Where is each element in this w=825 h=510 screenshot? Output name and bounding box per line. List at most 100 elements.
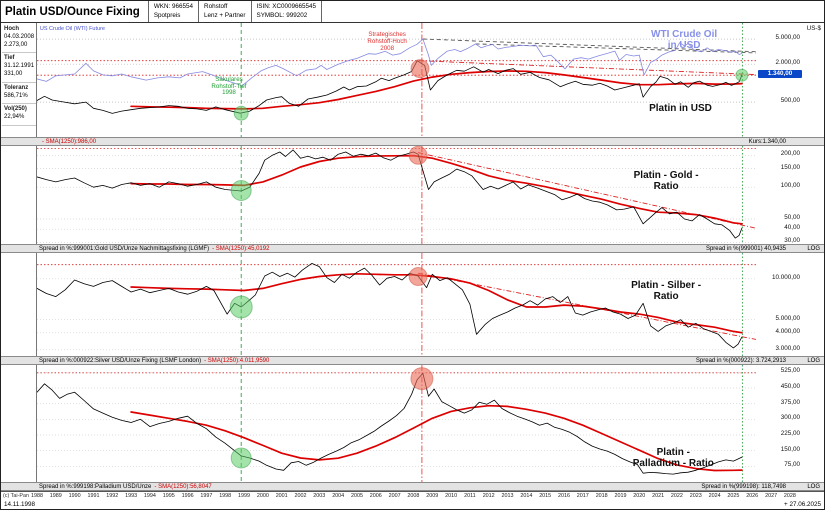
header-cell-isin: ISIN: XC0009665545 SYMBOL: 999202: [252, 1, 323, 22]
left-gutter: [1, 146, 37, 244]
year-tick-label: 2004: [332, 493, 345, 499]
marker-circle-green: [230, 447, 252, 469]
quote-type: Spotpreis: [153, 12, 181, 19]
spread-value-label: Spread in %(999001) 40,9435: [705, 245, 786, 252]
symbol-value: SYMBOL: 999202: [256, 12, 308, 19]
header: Platin USD/Ounce Fixing WKN: 966554 Spot…: [1, 1, 824, 23]
axis-tick-label: 225,00: [780, 430, 800, 437]
year-tick-label: 2024: [708, 493, 721, 499]
year-tick-label: 2020: [633, 493, 646, 499]
header-spacer: [322, 1, 824, 22]
axis-silber-ratio[interactable]: 10.000,00 5.000,00 4.000,00 3.000,00: [756, 253, 824, 356]
year-tick-label: 2005: [351, 493, 363, 499]
marker-circle-red: [410, 367, 434, 391]
axis-tick-label: 30,00: [784, 237, 800, 245]
range-end-date: + 27.06.2025: [784, 501, 821, 508]
platin-silber-ratio-panel[interactable]: Platin - Silber - Ratio: [37, 253, 756, 356]
wkn-value: WKN: 966554: [153, 3, 194, 11]
chart-svg: [37, 253, 756, 356]
series-wti: [37, 38, 743, 87]
marker-circle-red: [410, 59, 430, 79]
chart-svg: [37, 146, 756, 244]
series-ratio: [37, 262, 743, 349]
status-bar-palladium-ratio[interactable]: Spread in %:999198:Palladium USD/Unze - …: [1, 482, 824, 491]
year-tick-label: 2022: [670, 493, 683, 499]
year-tick-label: 2009: [426, 493, 439, 499]
marker-circle-red: [408, 267, 428, 286]
axis-tick-label: 200,00: [780, 150, 800, 158]
year-tick-label: 1988: [31, 493, 43, 499]
year-tick-label: 1989: [49, 493, 62, 499]
chart-svg: [37, 365, 756, 482]
sma-value-label: - SMA(1250):45,0192: [212, 245, 270, 252]
year-tick-label: 2027: [765, 493, 778, 499]
year-tick-label: 1997: [200, 493, 213, 499]
marker-circle-green: [229, 295, 253, 319]
axis-tick-label: 40,00: [784, 224, 800, 232]
axis-tick-label: 5.000,00: [775, 314, 800, 322]
trendline: [475, 43, 756, 54]
series-ratio: [37, 149, 743, 239]
year-tick-label: 2002: [294, 493, 307, 499]
year-tick-label: 1999: [238, 493, 250, 499]
price-axis-platin[interactable]: US-$ 5.000,00 2.000,00 1.340,00 500,00: [756, 23, 824, 137]
status-left-text: Spread in %:999001:Gold USD/Unze Nachmit…: [39, 245, 210, 252]
sma-value-label: - SMA(1250):4.011,9590: [204, 357, 270, 364]
axis-palladium-ratio[interactable]: 525,00 450,00 375,00 300,00 225,00 150,00 75,0…: [756, 365, 824, 482]
status-bar-silber-ratio[interactable]: Spread in %:000922:Silver USD/Unze Fixin…: [1, 356, 824, 365]
date-range-row: 14.11.1998 + 27.06.2025: [1, 500, 824, 509]
year-tick-label: 2001: [275, 493, 288, 499]
year-tick-label: 2016: [558, 493, 570, 499]
status-bar-platin[interactable]: - SMA(1250):986,00 Kurs:1.340,00: [1, 137, 824, 146]
platin-gold-ratio-panel[interactable]: Platin - Gold - Ratio: [37, 146, 756, 244]
platin-palladium-ratio-panel[interactable]: Platin - Palladium - Ratio: [37, 365, 756, 482]
year-tick-label: 2018: [595, 493, 608, 499]
kurs-value-label: Kurs:1.340,00: [748, 138, 786, 145]
year-tick-label: 2008: [407, 493, 420, 499]
year-tick-label: 2013: [501, 493, 514, 499]
status-left-text: Spread in %:000922:Silver USD/Unze Fixin…: [39, 357, 202, 364]
series-sma: [130, 70, 743, 110]
axis-tick-label: 150,00: [780, 445, 800, 453]
left-gutter: [1, 365, 37, 482]
category-value: Rohstoff: [204, 3, 228, 11]
year-tick-label: 1992: [106, 493, 119, 499]
marker-circle-red: [408, 146, 428, 165]
year-tick-label: 1994: [143, 493, 156, 499]
year-tick-label: 2025: [727, 493, 740, 499]
year-tick-label: 1990: [68, 493, 81, 499]
series-ratio: [37, 372, 743, 475]
axis-tick-label: 10.000,00: [771, 273, 800, 281]
axis-tick-label: 4.000,00: [775, 327, 800, 335]
last-price-tag: 1.340,00: [758, 70, 802, 79]
chart-svg: [37, 23, 756, 137]
platin-usd-chart-panel[interactable]: US Crude Oil (WTI) Future Säkulares Rohst…: [37, 23, 756, 137]
scale-mode-label: LOG: [807, 357, 820, 364]
year-tick-label: 2012: [482, 493, 495, 499]
range-start-date: 14.11.1998: [4, 501, 36, 508]
year-tick-label: 2010: [445, 493, 458, 499]
currency-axis-label: US-$: [806, 25, 821, 32]
year-tick-label: 1996: [181, 493, 194, 499]
header-cell-wkn: WKN: 966554 Spotpreis: [149, 1, 200, 22]
year-tick-label: 2026: [746, 493, 759, 499]
trendline: [418, 152, 756, 229]
time-axis[interactable]: (c) Tai-Pan 1988 1989 1990 1991 1992 1993 1994…: [1, 491, 824, 500]
axis-tick-label: 3.000,00: [775, 344, 800, 352]
year-tick-label: 2007: [388, 493, 401, 499]
left-gutter: [1, 23, 37, 137]
year-tick-label: 1993: [125, 493, 138, 499]
year-tick-label: 1998: [219, 493, 232, 499]
spread-value-label: Spread in %(999198): 118,7498: [701, 483, 786, 490]
axis-gold-ratio[interactable]: 200,00 150,00 100,00 50,00 40,00 30,00: [756, 146, 824, 244]
series-price: [37, 60, 743, 114]
axis-tick-label: 375,00: [780, 398, 800, 406]
axis-tick-label: 525,00: [780, 367, 800, 375]
scale-mode-label: LOG: [807, 245, 820, 252]
sma-value-label: - SMA(1250):986,00: [42, 138, 97, 145]
year-tick-label: 2015: [539, 493, 552, 499]
status-bar-gold-ratio[interactable]: Spread in %:999001:Gold USD/Unze Nachmit…: [1, 244, 824, 253]
axis-tick-label: 500,00: [780, 97, 800, 105]
axis-tick-label: 75,00: [784, 461, 800, 469]
